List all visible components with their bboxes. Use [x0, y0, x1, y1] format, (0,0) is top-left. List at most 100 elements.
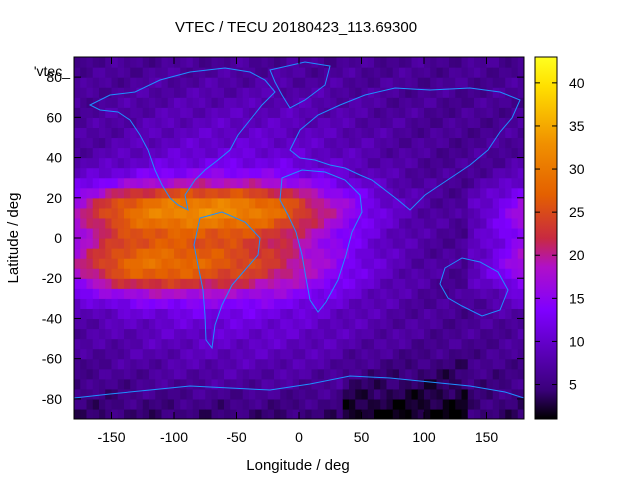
heatmap-cell	[111, 227, 119, 239]
heatmap-cell	[174, 147, 181, 159]
heatmap-cell	[455, 388, 463, 400]
heatmap-cell	[424, 388, 431, 400]
heatmap-cell	[380, 288, 388, 299]
heatmap-cell	[442, 57, 450, 68]
heatmap-cell	[461, 67, 469, 78]
heatmap-cell	[405, 258, 413, 269]
heatmap-cell	[486, 157, 494, 169]
heatmap-cell	[367, 288, 375, 299]
heatmap-cell	[199, 298, 206, 309]
heatmap-cell	[380, 77, 388, 88]
heatmap-cell	[305, 67, 313, 78]
heatmap-cell	[424, 217, 431, 229]
heatmap-cell	[367, 137, 375, 149]
heatmap-cell	[230, 298, 238, 309]
heatmap-cell	[286, 127, 294, 139]
heatmap-cell	[405, 248, 413, 259]
heatmap-cell	[505, 408, 513, 419]
heatmap-cell	[86, 248, 94, 259]
heatmap-cell	[174, 338, 181, 350]
heatmap-cell	[199, 378, 206, 390]
heatmap-cell	[342, 288, 350, 299]
heatmap-cell	[511, 77, 519, 88]
heatmap-cell	[392, 318, 400, 330]
heatmap-cell	[124, 217, 131, 229]
heatmap-cell	[486, 117, 494, 128]
heatmap-cell	[74, 258, 81, 269]
heatmap-cell	[330, 248, 338, 259]
heatmap-cell	[349, 248, 356, 259]
heatmap-cell	[486, 398, 494, 410]
heatmap-cell	[430, 97, 438, 108]
heatmap-cell	[111, 398, 119, 410]
heatmap-cell	[161, 388, 169, 400]
heatmap-cell	[199, 177, 206, 189]
heatmap-cell	[305, 127, 313, 139]
heatmap-cell	[417, 308, 425, 320]
heatmap-cell	[442, 137, 450, 149]
heatmap-cell	[186, 378, 194, 390]
heatmap-cell	[361, 107, 369, 118]
heatmap-cell	[217, 197, 225, 209]
heatmap-cell	[424, 197, 431, 209]
heatmap-cell	[461, 308, 469, 320]
heatmap-cell	[155, 398, 163, 410]
heatmap-cell	[436, 177, 444, 189]
heatmap-cell	[199, 207, 206, 219]
heatmap-cell	[336, 167, 344, 179]
heatmap-cell	[230, 197, 238, 209]
heatmap-cell	[186, 368, 194, 380]
heatmap-cell	[180, 57, 188, 68]
heatmap-cell	[361, 408, 369, 419]
heatmap-cell	[280, 298, 288, 309]
heatmap-cell	[192, 137, 200, 149]
heatmap-cell	[430, 147, 438, 159]
heatmap-cell	[324, 77, 331, 88]
heatmap-cell	[205, 137, 213, 149]
heatmap-cell	[461, 388, 469, 400]
heatmap-cell	[155, 378, 163, 390]
heatmap-cell	[424, 408, 431, 419]
heatmap-cell	[411, 197, 419, 209]
heatmap-cell	[417, 117, 425, 128]
heatmap-cell	[155, 238, 163, 249]
heatmap-cell	[199, 278, 206, 289]
heatmap-cell	[480, 338, 488, 350]
heatmap-cell	[349, 258, 356, 269]
heatmap-cell	[142, 157, 150, 169]
heatmap-cell	[136, 197, 144, 209]
heatmap-cell	[105, 217, 113, 229]
heatmap-cell	[405, 398, 413, 410]
heatmap-cell	[374, 147, 381, 159]
heatmap-cell	[417, 107, 425, 118]
heatmap-cell	[411, 268, 419, 279]
heatmap-cell	[467, 268, 475, 279]
heatmap-cell	[342, 378, 350, 390]
heatmap-cell	[186, 117, 194, 128]
heatmap-cell	[86, 278, 94, 289]
heatmap-cell	[142, 318, 150, 330]
heatmap-cell	[236, 248, 244, 259]
heatmap-cell	[124, 107, 131, 118]
heatmap-cell	[411, 227, 419, 239]
heatmap-cell	[230, 147, 238, 159]
heatmap-cell	[380, 187, 388, 199]
heatmap-cell	[380, 358, 388, 370]
heatmap-cell	[199, 408, 206, 419]
heatmap-cell	[105, 107, 113, 118]
heatmap-cell	[405, 217, 413, 229]
heatmap-cell	[405, 408, 413, 419]
heatmap-cell	[367, 57, 375, 68]
heatmap-cell	[286, 308, 294, 320]
heatmap-cell	[411, 127, 419, 139]
y-tick-label: 80	[46, 69, 62, 85]
heatmap-cell	[486, 318, 494, 330]
heatmap-cell	[167, 368, 175, 380]
heatmap-cell	[261, 338, 269, 350]
heatmap-cell	[280, 358, 288, 370]
heatmap-cell	[217, 368, 225, 380]
heatmap-cell	[130, 348, 138, 360]
heatmap-cell	[161, 187, 169, 199]
heatmap-cell	[205, 388, 213, 400]
